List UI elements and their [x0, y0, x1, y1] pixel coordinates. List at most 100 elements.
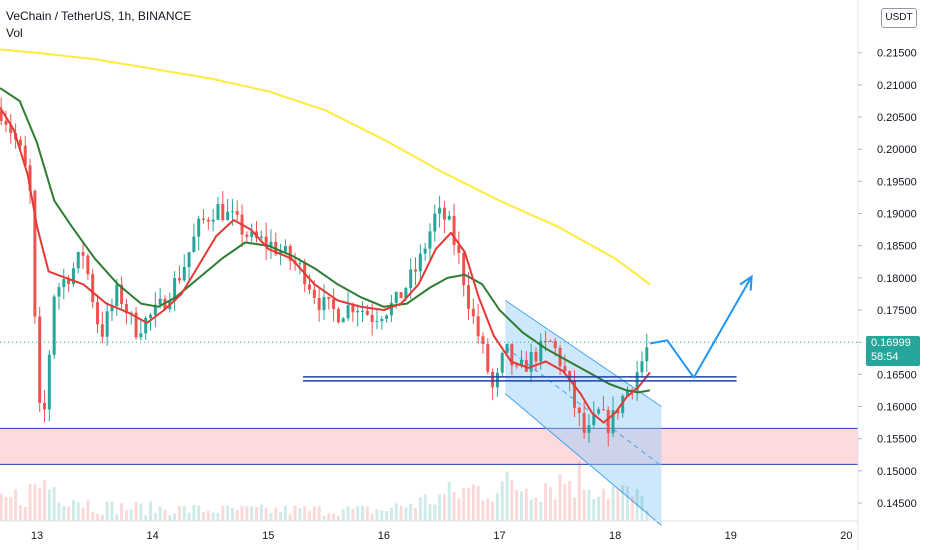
- candle-body: [105, 311, 109, 337]
- candle-body: [81, 252, 85, 256]
- currency-button[interactable]: USDT: [881, 8, 917, 28]
- volume-bar: [597, 496, 601, 521]
- volume-bar: [245, 506, 249, 521]
- volume-bar: [630, 496, 634, 521]
- ma-slow-line: [0, 48, 651, 286]
- candle-body: [577, 407, 581, 414]
- volume-bar: [457, 498, 461, 521]
- volume-bar: [361, 505, 365, 521]
- candle-body: [495, 372, 499, 388]
- last-price-value: 0.16999: [871, 337, 911, 349]
- channel-lower-line: [504, 393, 662, 526]
- volume-bar: [544, 483, 548, 521]
- candle-body: [534, 352, 538, 362]
- volume-bar: [573, 497, 576, 521]
- candle-body: [23, 145, 27, 166]
- candle-body: [264, 236, 268, 246]
- candle-body: [630, 389, 634, 391]
- price-tick-label: 0.17500: [877, 305, 917, 317]
- price-tick-label: 0.14500: [877, 498, 917, 510]
- candle-body: [52, 296, 56, 355]
- candle-body: [322, 297, 326, 311]
- volume-bar: [52, 487, 56, 521]
- volume-bar: [520, 491, 524, 521]
- price-tick-label: 0.18000: [877, 273, 917, 285]
- candle-body: [476, 316, 480, 337]
- candle-body: [573, 381, 576, 408]
- candle-body: [414, 269, 418, 272]
- candle-body: [505, 343, 509, 353]
- volume-bar: [308, 510, 312, 521]
- volume-bar: [57, 502, 61, 521]
- volume-bar: [38, 488, 42, 521]
- price-tick-label: 0.15500: [877, 434, 917, 446]
- candle-body: [520, 359, 524, 366]
- volume-bar: [298, 508, 302, 521]
- volume-bar: [86, 500, 90, 521]
- volume-bar: [385, 511, 389, 521]
- candle-body: [317, 297, 321, 311]
- candle-body: [153, 304, 157, 315]
- volume-bar: [303, 506, 307, 521]
- volume-bar: [62, 505, 66, 521]
- volume-bar: [563, 484, 567, 521]
- demand-zone: [0, 428, 858, 465]
- volume-bar: [404, 507, 408, 521]
- volume-bar: [322, 515, 326, 521]
- candle-body: [515, 365, 519, 367]
- volume-bar: [399, 505, 403, 521]
- candle-body: [626, 389, 629, 396]
- volume-bar: [582, 489, 586, 521]
- volume-bar: [105, 501, 109, 521]
- volume-bar: [4, 496, 8, 521]
- volume-bar: [635, 489, 639, 521]
- candle-body: [399, 292, 403, 299]
- volume-bar: [645, 510, 649, 521]
- volume-bar: [351, 508, 355, 521]
- price-tick-label: 0.21500: [877, 48, 917, 60]
- volume-bar: [216, 513, 220, 521]
- volume-bar: [283, 505, 287, 521]
- candle-body: [110, 305, 114, 312]
- volume-bar: [33, 484, 37, 521]
- candle-body: [120, 284, 124, 305]
- candle-body: [124, 304, 128, 314]
- volume-bar: [375, 509, 379, 521]
- candle-body: [91, 274, 95, 303]
- volume-bar: [255, 507, 259, 521]
- candle-body: [336, 308, 340, 323]
- volume-bar: [356, 505, 360, 521]
- volume-bar: [442, 494, 446, 521]
- volume-bar: [500, 481, 504, 521]
- candle-body: [418, 253, 422, 272]
- candle-body: [216, 203, 220, 220]
- symbol-title[interactable]: VeChain / TetherUS, 1h, BINANCE: [6, 9, 192, 23]
- candle-body: [361, 310, 365, 312]
- price-tick-label: 0.18500: [877, 241, 917, 253]
- ma-mid-line: [0, 87, 651, 394]
- price-tick-label: 0.15000: [877, 466, 917, 478]
- volume-bar: [312, 506, 316, 521]
- volume-bar: [558, 474, 562, 521]
- candle-body: [245, 234, 249, 237]
- volume-bar: [447, 482, 451, 521]
- candle-body: [375, 321, 379, 323]
- candle-body: [563, 366, 567, 372]
- volume-bar: [452, 491, 456, 521]
- volume-bar: [144, 515, 148, 521]
- volume-indicator-label[interactable]: Vol: [6, 26, 23, 40]
- volume-bar: [182, 506, 186, 521]
- candle-body: [524, 359, 528, 372]
- candle-body: [279, 251, 283, 255]
- volume-bar: [505, 471, 509, 521]
- volume-bar: [476, 485, 480, 521]
- candle-body: [221, 203, 225, 220]
- candle-body: [327, 297, 331, 299]
- volume-bar: [341, 509, 345, 521]
- candle-body: [269, 241, 273, 246]
- volume-bar: [380, 510, 384, 521]
- volume-bar: [163, 509, 167, 521]
- candle-body: [544, 340, 548, 342]
- candle-body: [43, 402, 47, 410]
